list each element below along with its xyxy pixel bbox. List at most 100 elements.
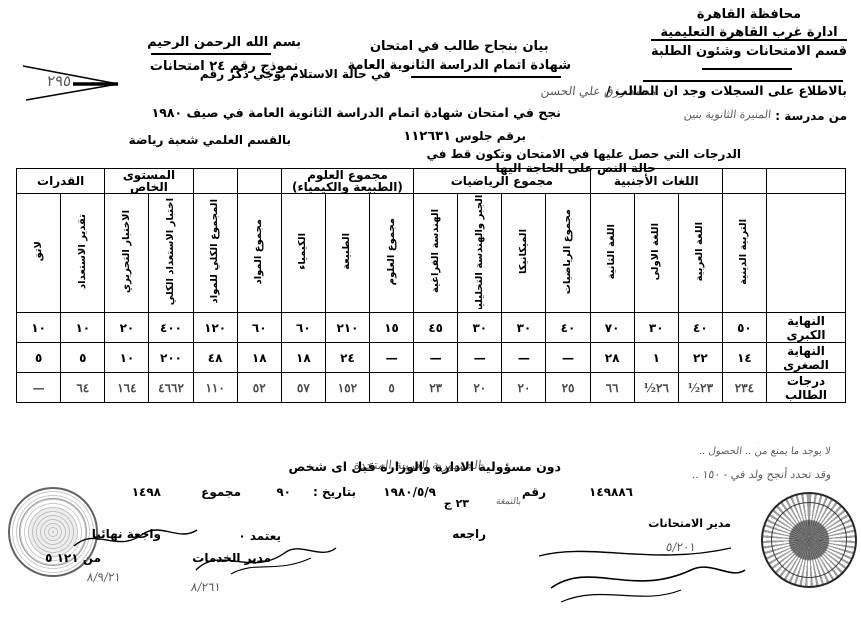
registry-value: ١٤٩٨٨٦ <box>589 485 633 499</box>
cell: ٣٠ <box>501 312 547 343</box>
seat-number-value: ١١٢٦٣١ <box>403 129 451 144</box>
amount-left-2: ٨/٩/٢١ <box>86 570 122 584</box>
title-underline <box>411 76 561 78</box>
cell: ١٠ <box>60 312 106 343</box>
cell: ١٠ <box>104 342 150 373</box>
group-cell-math-total: مجموع الرياضيات <box>413 168 591 194</box>
form-label: نموذج رقم ٢٤ امتحانات <box>149 58 299 74</box>
row-label-min: النهاية الصغرى <box>766 342 846 373</box>
history-label: بتاريخ : <box>313 485 356 499</box>
table-row: النهاية الصغرى ١٤ ٢٢ ١ ٢٨ — — — — — ٢٤ ١… <box>15 342 846 373</box>
cell: ٦٠ <box>236 312 282 343</box>
amount-right: ٥/٢٠١ <box>665 540 697 554</box>
stamp-fee-value: ٢٣ ج <box>443 497 469 510</box>
cell: ٤٦٦٢ <box>148 372 194 403</box>
student-name-handwritten: محمد رزق علي الحسن <box>539 84 657 98</box>
cell: ٢٣½ <box>677 372 723 403</box>
cell: ٢٦½ <box>633 372 679 403</box>
cell: ٥ <box>369 372 415 403</box>
cell: ٦٠ <box>280 312 326 343</box>
stamp-fee-label: بالتمغة <box>495 497 522 507</box>
cell: ٤٠٠ <box>148 312 194 343</box>
cell: ٥٧ <box>280 372 326 403</box>
group-cell-4 <box>236 168 282 194</box>
group-cell-science-total: مجموع العلوم (الطبيعة والكيمياء) <box>280 168 415 194</box>
cell: ١٢٠ <box>192 312 238 343</box>
cell: — <box>501 342 547 373</box>
table-row: درجات الطالب ٢٣٤ ٢٣½ ٢٦½ ٦٦ ٢٥ ٢٠ ٢٠ ٢٣ … <box>15 372 846 403</box>
form-number-handwritten: ٢٩٥ <box>45 72 73 90</box>
cell: ٢٣٤ <box>721 372 768 403</box>
official-stamp-left <box>8 487 98 577</box>
column-header-solid-geometry: الهندسة الفراغية <box>413 193 459 313</box>
cell: — <box>545 342 591 373</box>
cell: ٢٠ <box>501 372 547 403</box>
cell: ٤٨ <box>192 342 238 373</box>
total-label: مجموع <box>201 485 241 499</box>
column-header-subjects-total: مجموع المواد <box>236 193 282 313</box>
cell: ١٦٤ <box>104 372 150 403</box>
column-header-aptitude-rating: تقدير الاستعداد <box>60 193 106 313</box>
column-header-science-total: مجموع العلوم <box>369 193 415 313</box>
cell: ١٠ <box>15 312 62 343</box>
exams-manager-signature <box>538 547 746 603</box>
group-cell-aptitudes: القدرات <box>15 168 106 194</box>
certificate-title-line-1: بيان بنجاح طالب في امتحان <box>369 39 549 54</box>
cell: ٦٤ <box>60 372 106 403</box>
column-header-algebra-analytic: الجبر والهندسة التحليلية <box>457 193 503 313</box>
row-label-max: النهاية الكبرى <box>766 312 846 343</box>
amount-mid: ٨/٢٦١ <box>190 580 222 594</box>
cell: ٤٥ <box>413 312 459 343</box>
cell: — <box>413 342 459 373</box>
column-header-lang1: اللغة الأولى <box>633 193 679 313</box>
cell: ٢٠٠ <box>148 342 194 373</box>
cell: ٥ <box>60 342 106 373</box>
cell: ١٨ <box>280 342 326 373</box>
cell: ٢٣ <box>413 372 459 403</box>
basmala-underline <box>151 53 271 55</box>
form-note: في حالة الاستلام بوجي ذكر رقم <box>199 67 391 81</box>
table-row: النهاية الكبرى ٥٠ ٤٠ ٣٠ ٧٠ ٤٠ ٣٠ ٣٠ ٤٥ ١… <box>15 312 846 343</box>
column-header-lang2: اللغة الثانية <box>589 193 635 313</box>
cell: ١٤ <box>721 342 768 373</box>
cell: — <box>369 342 415 373</box>
table-column-header-row: التربية الدينية اللغة العربية اللغة الأو… <box>15 193 846 313</box>
column-header-math-total: مجموع الرياضيات <box>545 193 591 313</box>
cell: ٥ <box>15 342 62 373</box>
certificate-title-line-2: شهادة اتمام الدراسة الثانوية العامة <box>347 57 571 73</box>
column-header-rowlabel <box>766 193 846 313</box>
cell: ٥٢ <box>236 372 282 403</box>
final-review-label: واجعة نهائيا <box>91 527 161 541</box>
review-label: راجعه <box>452 527 486 541</box>
cell: ٢٨ <box>589 342 635 373</box>
cell: ٢٠ <box>104 312 150 343</box>
school-label: من مدرسة : <box>775 109 847 123</box>
record-intro-text: بالاطلاع على السجلات وجد ان الطالب / <box>606 83 847 98</box>
cell: ١ <box>633 342 679 373</box>
footer-disclaimer: دون مسؤولية الادارة والوزارة قبل اى شخص <box>288 459 561 474</box>
services-manager-label: مدير الخدمات <box>192 551 271 565</box>
column-header-pass-fail: لاتق <box>15 193 62 313</box>
basmala-text: بسم الله الرحمن الرحيم <box>147 35 301 50</box>
arrow-scribble-icon <box>22 65 119 101</box>
section-label: بالقسم العلمي شعبة رياضة <box>128 133 291 147</box>
cell: ٢٠ <box>457 372 503 403</box>
cell: ٣٠ <box>633 312 679 343</box>
cell: ٢٥ <box>545 372 591 403</box>
issuer-line-1: محافظة القاهرة <box>696 7 802 22</box>
pass-statement: نجح في امتحان شهادة اتمام الدراسة الثانو… <box>151 105 561 120</box>
total-value: ٩٠ <box>276 485 291 499</box>
group-cell-0 <box>721 168 768 194</box>
cell: ٥٠ <box>721 312 768 343</box>
cell: ٣٠ <box>457 312 503 343</box>
cell: ٢٢ <box>677 342 723 373</box>
column-header-aptitude-overall: اختبار الاستعداد الكلي <box>148 193 194 313</box>
cell: ٤٠ <box>545 312 591 343</box>
group-rowlabel-spacer <box>766 168 846 194</box>
group-cell-foreign-languages: اللغات الأجنبية <box>589 168 723 194</box>
footer-hand-note-2: وقد تحدد أنجح ولد في - ١٥٠ .. <box>690 468 832 481</box>
official-stamp-right <box>761 492 857 588</box>
footer-hand-note-1: لا يوجد ما يمنع من .. الحصول .. <box>698 446 832 457</box>
registry-label: رقم <box>521 485 546 499</box>
